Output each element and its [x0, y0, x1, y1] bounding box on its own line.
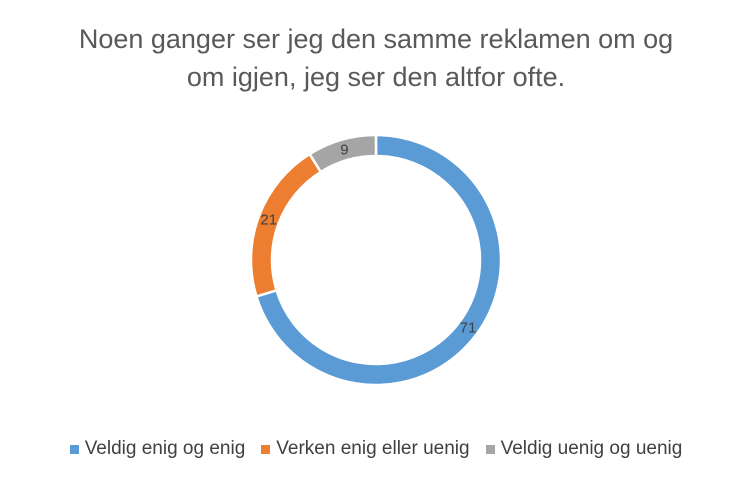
legend-swatch — [69, 444, 79, 454]
chart-legend: Veldig enig og enig Verken enig eller ue… — [0, 438, 752, 460]
legend-item-veldig-enig: Veldig enig og enig — [69, 438, 246, 460]
legend-item-verken: Verken enig eller uenig — [261, 438, 470, 460]
chart-title: Noen ganger ser jeg den samme reklamen o… — [40, 20, 712, 96]
donut-slice-veldig-uenig — [307, 133, 378, 174]
data-label-veldig-uenig: 9 — [340, 141, 348, 158]
chart-title-line-1: Noen ganger ser jeg den samme reklamen o… — [78, 24, 674, 54]
legend-item-veldig-uenig: Veldig uenig og uenig — [485, 438, 683, 460]
data-label-veldig-enig: 71 — [460, 320, 477, 337]
legend-label: Veldig enig og enig — [84, 438, 246, 459]
chart-title-line-2: om igjen, jeg ser den altfor ofte. — [186, 62, 566, 92]
legend-label: Veldig uenig og uenig — [500, 438, 683, 459]
legend-swatch — [261, 444, 271, 454]
legend-swatch — [485, 444, 495, 454]
donut-slice-veldig-enig — [254, 133, 503, 387]
legend-label: Verken enig eller uenig — [276, 438, 470, 459]
data-label-verken: 21 — [260, 211, 277, 228]
